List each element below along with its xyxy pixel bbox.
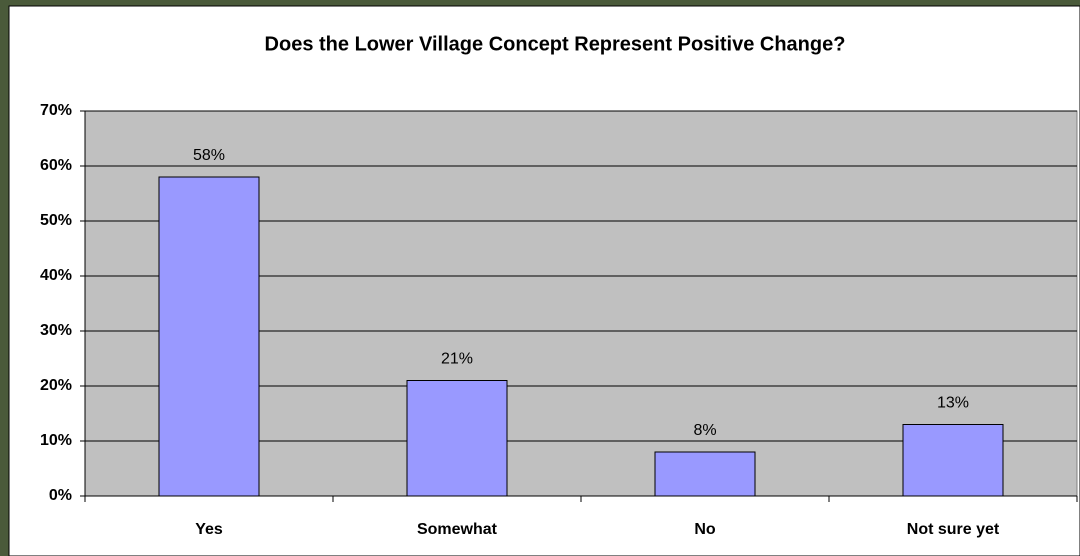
y-tick-label: 40%: [40, 267, 72, 284]
bar: [654, 451, 756, 497]
y-tick-label: 10%: [40, 432, 72, 449]
x-tick-label: Not sure yet: [907, 521, 1000, 538]
y-tick-label: 20%: [40, 377, 72, 394]
value-label: 58%: [193, 147, 225, 164]
value-label: 21%: [441, 351, 473, 368]
value-label: 8%: [693, 422, 716, 439]
x-tick-label: Yes: [195, 521, 223, 538]
y-tick-label: 70%: [40, 102, 72, 119]
bar: [158, 176, 260, 497]
x-tick-label: Somewhat: [417, 521, 498, 538]
chart-title: Does the Lower Village Concept Represent…: [265, 33, 846, 55]
y-tick-label: 50%: [40, 212, 72, 229]
bar: [406, 380, 508, 497]
y-tick-label: 0%: [49, 487, 72, 504]
y-tick-label: 30%: [40, 322, 72, 339]
x-tick-label: No: [694, 521, 716, 538]
value-label: 13%: [937, 395, 969, 412]
bar: [902, 424, 1004, 497]
y-tick-label: 60%: [40, 157, 72, 174]
